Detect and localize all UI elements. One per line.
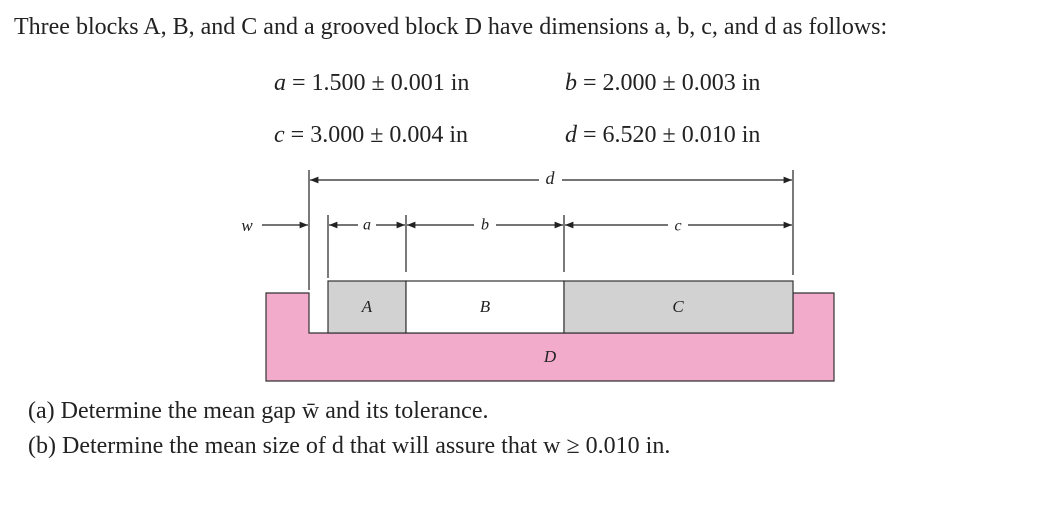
label-block-c: C [672,297,684,316]
variable: b [565,70,577,96]
expression: = 3.000 ± 0.004 in [290,122,469,148]
question-label: (b) [28,433,56,459]
label-block-b: B [480,297,491,316]
label-d: d [546,168,556,188]
dimension: c = 3.000 ± 0.004 in [274,122,468,149]
block-b [405,280,565,334]
variable: d [565,122,577,148]
variable: c [274,122,285,148]
label-a: a [363,217,371,234]
variable: a [274,70,286,96]
question-label: (a) [28,398,55,424]
question: (b) Determine the mean size of d that wi… [28,433,670,460]
label-b: b [481,217,489,234]
question: (a) Determine the mean gap w̄ and its to… [28,398,488,425]
dimension: b = 2.000 ± 0.003 in [565,70,760,97]
expression: = 2.000 ± 0.003 in [583,70,761,96]
label-block-a: A [361,297,373,316]
dimension: d = 6.520 ± 0.010 in [565,122,760,149]
intro: Three blocks A, B, and C and a grooved b… [14,14,888,40]
question-text: Determine the mean gap w̄ and its tolera… [60,398,489,424]
label-c: c [674,218,681,235]
dimension: a = 1.500 ± 0.001 in [274,70,469,97]
block-c [563,280,794,334]
label-w: w [241,216,253,235]
block-a [327,280,407,334]
expression: = 1.500 ± 0.001 in [292,70,470,96]
expression: = 6.520 ± 0.010 in [583,122,761,148]
question-text: Determine the mean size of d that will a… [61,433,671,459]
label-block-d: D [543,347,557,366]
